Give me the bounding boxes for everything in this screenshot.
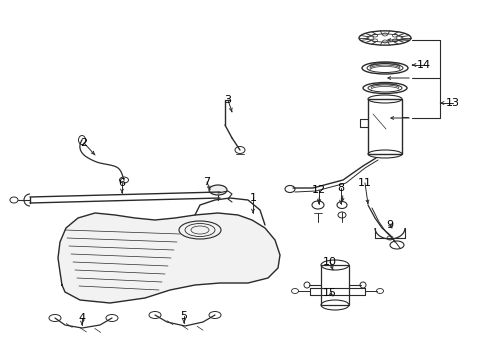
Text: 15: 15 xyxy=(323,288,336,298)
Text: 8: 8 xyxy=(337,183,344,193)
Text: 13: 13 xyxy=(445,98,459,108)
Text: 3: 3 xyxy=(224,95,231,105)
Text: 7: 7 xyxy=(203,177,210,187)
Bar xyxy=(367,99,401,154)
Text: 2: 2 xyxy=(80,138,87,148)
Text: 14: 14 xyxy=(416,60,430,70)
Text: 12: 12 xyxy=(311,185,325,195)
Bar xyxy=(320,265,348,305)
Text: 5: 5 xyxy=(180,311,187,321)
Text: 6: 6 xyxy=(118,178,125,188)
Text: 9: 9 xyxy=(386,220,393,230)
Ellipse shape xyxy=(208,185,226,195)
Text: 1: 1 xyxy=(249,193,256,203)
Polygon shape xyxy=(58,213,280,303)
Text: 10: 10 xyxy=(323,257,336,267)
Text: 11: 11 xyxy=(357,178,371,188)
Text: 4: 4 xyxy=(78,313,85,323)
